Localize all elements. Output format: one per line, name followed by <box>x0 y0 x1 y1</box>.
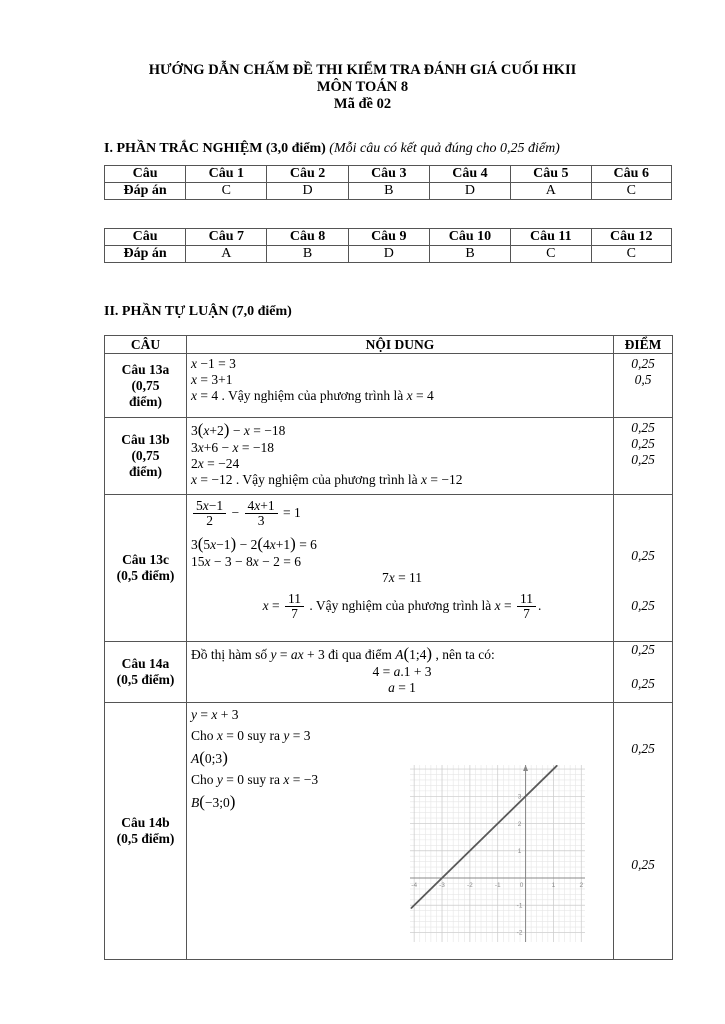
svg-text:-1: -1 <box>516 902 522 909</box>
svg-text:2: 2 <box>517 820 521 827</box>
svg-text:-2: -2 <box>516 929 522 936</box>
svg-text:1: 1 <box>517 848 521 855</box>
svg-text:-3: -3 <box>439 882 445 889</box>
svg-text:-1: -1 <box>494 882 500 889</box>
svg-text:-4: -4 <box>411 882 417 889</box>
svg-text:1: 1 <box>551 882 555 889</box>
svg-text:2: 2 <box>579 882 583 889</box>
svg-text:0: 0 <box>519 882 523 889</box>
svg-text:-2: -2 <box>466 882 472 889</box>
